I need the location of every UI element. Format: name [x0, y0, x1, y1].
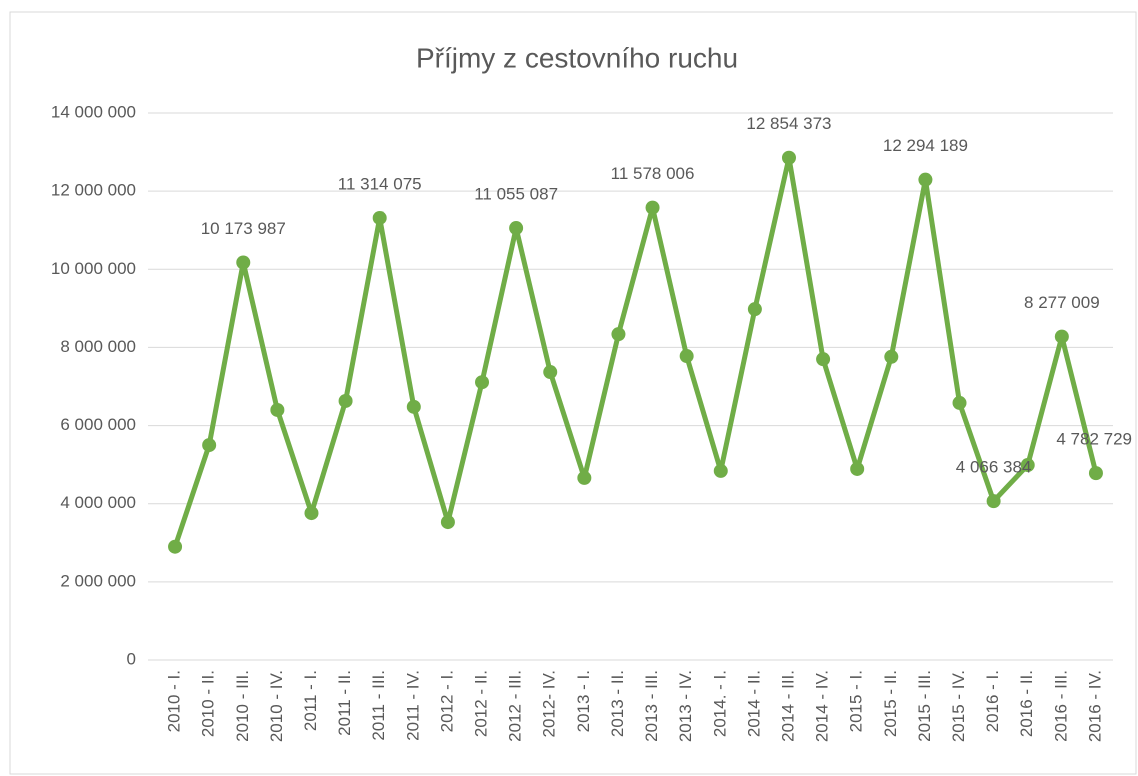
x-tick-label: 2010 - II. — [199, 670, 218, 737]
marker — [1020, 458, 1035, 473]
data-label: 11 055 087 — [474, 185, 558, 204]
marker — [304, 506, 319, 521]
marker — [986, 494, 1001, 509]
x-tick-label: 2015 - III. — [915, 670, 934, 742]
data-label: 11 578 006 — [611, 164, 695, 183]
x-tick-label: 2010 - IV. — [267, 670, 286, 742]
marker — [168, 539, 183, 554]
x-tick-label: 2013 - II. — [608, 670, 627, 737]
x-tick-label: 2014 - II. — [744, 670, 763, 737]
x-tick-label: 2016 - IV. — [1085, 670, 1104, 742]
y-tick-label: 10 000 000 — [51, 259, 136, 278]
marker — [713, 463, 728, 478]
marker — [372, 210, 387, 225]
x-tick-label: 2011 - I. — [301, 670, 320, 731]
y-tick-label: 2 000 000 — [60, 571, 136, 590]
x-tick-label: 2012 - II. — [472, 670, 491, 737]
marker — [338, 393, 353, 408]
data-label: 8 277 009 — [1024, 293, 1100, 312]
marker — [952, 395, 967, 410]
x-tick-label: 2016 - II. — [1017, 670, 1036, 737]
data-label: 4 782 729 — [1056, 430, 1132, 449]
marker — [918, 172, 933, 187]
x-tick-label: 2015 - I. — [847, 670, 866, 732]
y-tick-label: 14 000 000 — [51, 102, 136, 121]
marker — [509, 221, 524, 236]
x-tick-label: 2011 - III. — [369, 670, 388, 741]
marker — [440, 515, 455, 530]
marker — [406, 399, 421, 414]
x-tick-label: 2012 - III. — [506, 670, 525, 742]
x-tick-label: 2011 - IV. — [403, 670, 422, 741]
marker — [202, 438, 217, 453]
marker — [850, 461, 865, 476]
x-tick-label: 2013 - III. — [642, 670, 661, 742]
x-tick-label: 2015 - IV. — [949, 670, 968, 742]
data-label: 11 314 075 — [338, 174, 422, 193]
data-label: 4 066 384 — [956, 458, 1032, 477]
x-tick-label: 2010 - I. — [165, 670, 184, 732]
x-tick-label: 2013 - IV. — [676, 670, 695, 742]
marker — [577, 470, 592, 485]
marker — [1054, 329, 1069, 344]
marker — [816, 352, 831, 367]
y-tick-label: 4 000 000 — [60, 493, 136, 512]
chart-title: Příjmy z cestovního ruchu — [416, 42, 738, 73]
data-label: 12 294 189 — [883, 136, 968, 155]
chart-border — [9, 11, 1137, 775]
marker — [270, 402, 285, 417]
y-tick-label: 6 000 000 — [60, 415, 136, 434]
x-tick-label: 2014 - III. — [778, 670, 797, 742]
marker — [543, 365, 558, 380]
x-tick-label: 2014 - IV. — [813, 670, 832, 742]
y-tick-label: 12 000 000 — [51, 181, 136, 200]
marker — [747, 302, 762, 317]
y-tick-label: 0 — [127, 649, 136, 668]
marker — [884, 349, 899, 364]
x-tick-label: 2015 - II. — [881, 670, 900, 737]
x-tick-label: 2013 - I. — [574, 670, 593, 732]
x-tick-label: 2014. - I. — [710, 670, 729, 737]
x-tick-label: 2011 - II. — [335, 670, 354, 736]
x-tick-label: 2016 - I. — [983, 670, 1002, 732]
marker — [781, 150, 796, 165]
data-label: 12 854 373 — [746, 114, 831, 133]
marker — [236, 255, 251, 270]
x-tick-label: 2012- IV. — [540, 670, 559, 737]
marker — [1088, 466, 1103, 481]
line — [172, 155, 1099, 548]
x-tick-label: 2010 - III. — [233, 670, 252, 742]
y-tick-label: 8 000 000 — [60, 337, 136, 356]
marker — [611, 327, 626, 342]
x-tick-label: 2016 - III. — [1051, 670, 1070, 742]
marker — [475, 375, 490, 390]
marker — [679, 349, 694, 364]
marker — [645, 200, 660, 215]
data-label: 10 173 987 — [201, 219, 286, 238]
x-tick-label: 2012 - I. — [437, 670, 456, 732]
